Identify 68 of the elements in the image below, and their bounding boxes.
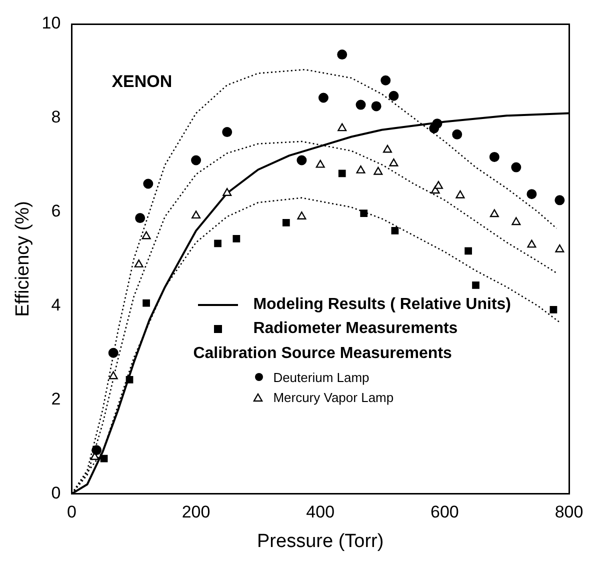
- point: [214, 240, 222, 248]
- point: [489, 152, 500, 162]
- y-tick-label: 6: [51, 202, 61, 221]
- point: [134, 259, 144, 268]
- point: [554, 195, 565, 206]
- point: [108, 371, 118, 380]
- point: [380, 75, 391, 86]
- legend-label: Mercury Vapor Lamp: [273, 390, 394, 404]
- point: [338, 170, 346, 178]
- point: [371, 101, 382, 112]
- point: [382, 144, 392, 153]
- point: [432, 118, 442, 129]
- x-tick-label: 600: [430, 502, 459, 522]
- point: [316, 160, 325, 168]
- annotation: XENON: [112, 72, 172, 92]
- y-tick-label: 4: [51, 296, 61, 315]
- point: [191, 155, 202, 166]
- point: [338, 123, 347, 132]
- point: [374, 166, 383, 175]
- point: [391, 227, 399, 234]
- point: [356, 165, 366, 174]
- legend-label: Radiometer Measurements: [253, 320, 458, 338]
- point: [297, 212, 306, 220]
- point: [434, 180, 443, 189]
- point: [388, 90, 399, 101]
- y-tick-label: 10: [42, 14, 61, 33]
- y-axis-title: Efficiency (%): [12, 201, 34, 317]
- point: [126, 376, 134, 384]
- x-tick-label: 200: [182, 502, 210, 522]
- point: [282, 219, 290, 226]
- point: [100, 454, 108, 462]
- point: [143, 178, 154, 189]
- point: [356, 100, 366, 110]
- point: [232, 235, 240, 242]
- point: [135, 213, 146, 224]
- legend-title: Calibration Source Measurements: [193, 344, 453, 364]
- x-tick-label: 400: [306, 502, 335, 522]
- point: [511, 162, 522, 172]
- point: [512, 217, 521, 226]
- x-axis-title: Pressure (Torr): [257, 530, 384, 552]
- point: [222, 127, 232, 138]
- point: [92, 445, 102, 456]
- point: [472, 282, 480, 289]
- point: [526, 189, 537, 200]
- x-tick-label: 0: [66, 502, 76, 522]
- point: [318, 92, 328, 103]
- point: [490, 209, 499, 218]
- legend-label: Modeling Results ( Relative Units): [253, 296, 511, 314]
- point: [337, 50, 348, 60]
- legend-label: Deuterium Lamp: [273, 370, 370, 384]
- point: [452, 129, 462, 140]
- point: [108, 348, 118, 358]
- point: [360, 210, 368, 218]
- y-tick-label: 0: [51, 483, 61, 502]
- point: [142, 299, 150, 307]
- point: [555, 244, 564, 252]
- point: [550, 306, 558, 314]
- x-tick-label: 800: [554, 502, 584, 522]
- point: [222, 188, 232, 196]
- y-tick-label: 2: [51, 390, 61, 409]
- point: [456, 190, 465, 198]
- point: [192, 210, 201, 219]
- point: [296, 155, 307, 166]
- point: [389, 158, 398, 166]
- point: [527, 240, 536, 248]
- point: [464, 247, 472, 255]
- y-tick-label: 8: [51, 108, 61, 127]
- point: [142, 231, 151, 240]
